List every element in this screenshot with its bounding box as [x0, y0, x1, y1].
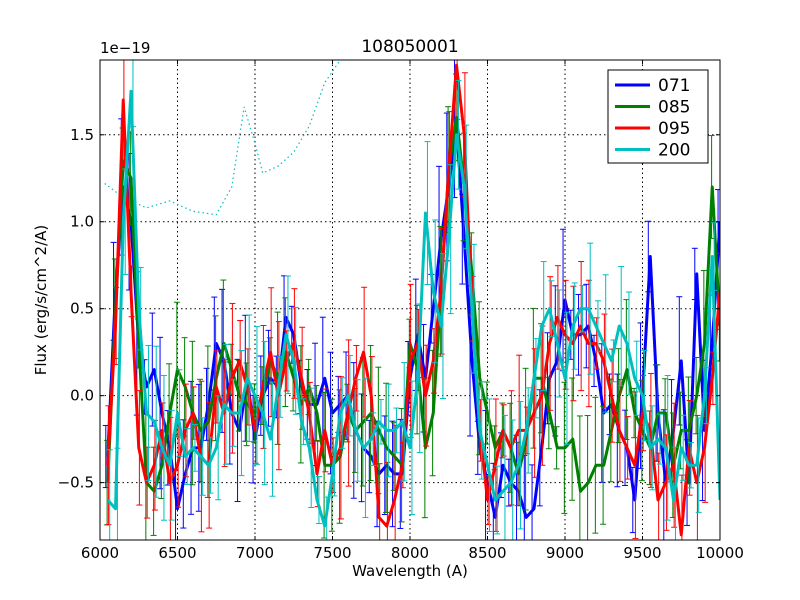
x-tick-label: 9000: [546, 544, 584, 562]
x-tick-label: 6000: [81, 544, 119, 562]
x-tick-label: 9500: [623, 544, 661, 562]
sky-spectrum-line: [104, 60, 341, 216]
y-tick-label: 1.0: [70, 213, 94, 231]
plot-layer: [102, 60, 720, 540]
x-tick-label: 7000: [236, 544, 274, 562]
y-offset-label: 1e−19: [100, 39, 150, 57]
series-layer: [102, 60, 720, 540]
chart-title: 108050001: [361, 37, 458, 57]
legend-label-071: 071: [658, 76, 690, 96]
x-tick-label: 6500: [158, 544, 196, 562]
legend-label-200: 200: [658, 141, 690, 161]
series-line-085: [106, 115, 720, 493]
y-axis-label: Flux (erg/s/cm^2/A): [32, 225, 50, 376]
y-tick-label: 1.5: [70, 126, 94, 144]
y-tick-label: −0.5: [58, 474, 94, 492]
series-200: [106, 60, 720, 540]
ticks: 6000 6500 7000 7500 8000 8500 9000 9500 10000 −0.…: [58, 60, 744, 562]
y-tick-label: 0.0: [70, 387, 94, 405]
legend-label-085: 085: [658, 98, 690, 118]
series-line-095: [106, 63, 720, 537]
sky-spectrum: [104, 60, 341, 216]
x-tick-label: 8000: [391, 544, 429, 562]
x-axis-label: Wavelength (A): [352, 562, 468, 580]
series-line-200: [106, 89, 720, 528]
y-tick-label: 0.5: [70, 300, 94, 318]
x-tick-label: 8500: [468, 544, 506, 562]
x-tick-label: 7500: [313, 544, 351, 562]
x-tick-label: 10000: [696, 544, 744, 562]
legend-label-095: 095: [658, 119, 690, 139]
